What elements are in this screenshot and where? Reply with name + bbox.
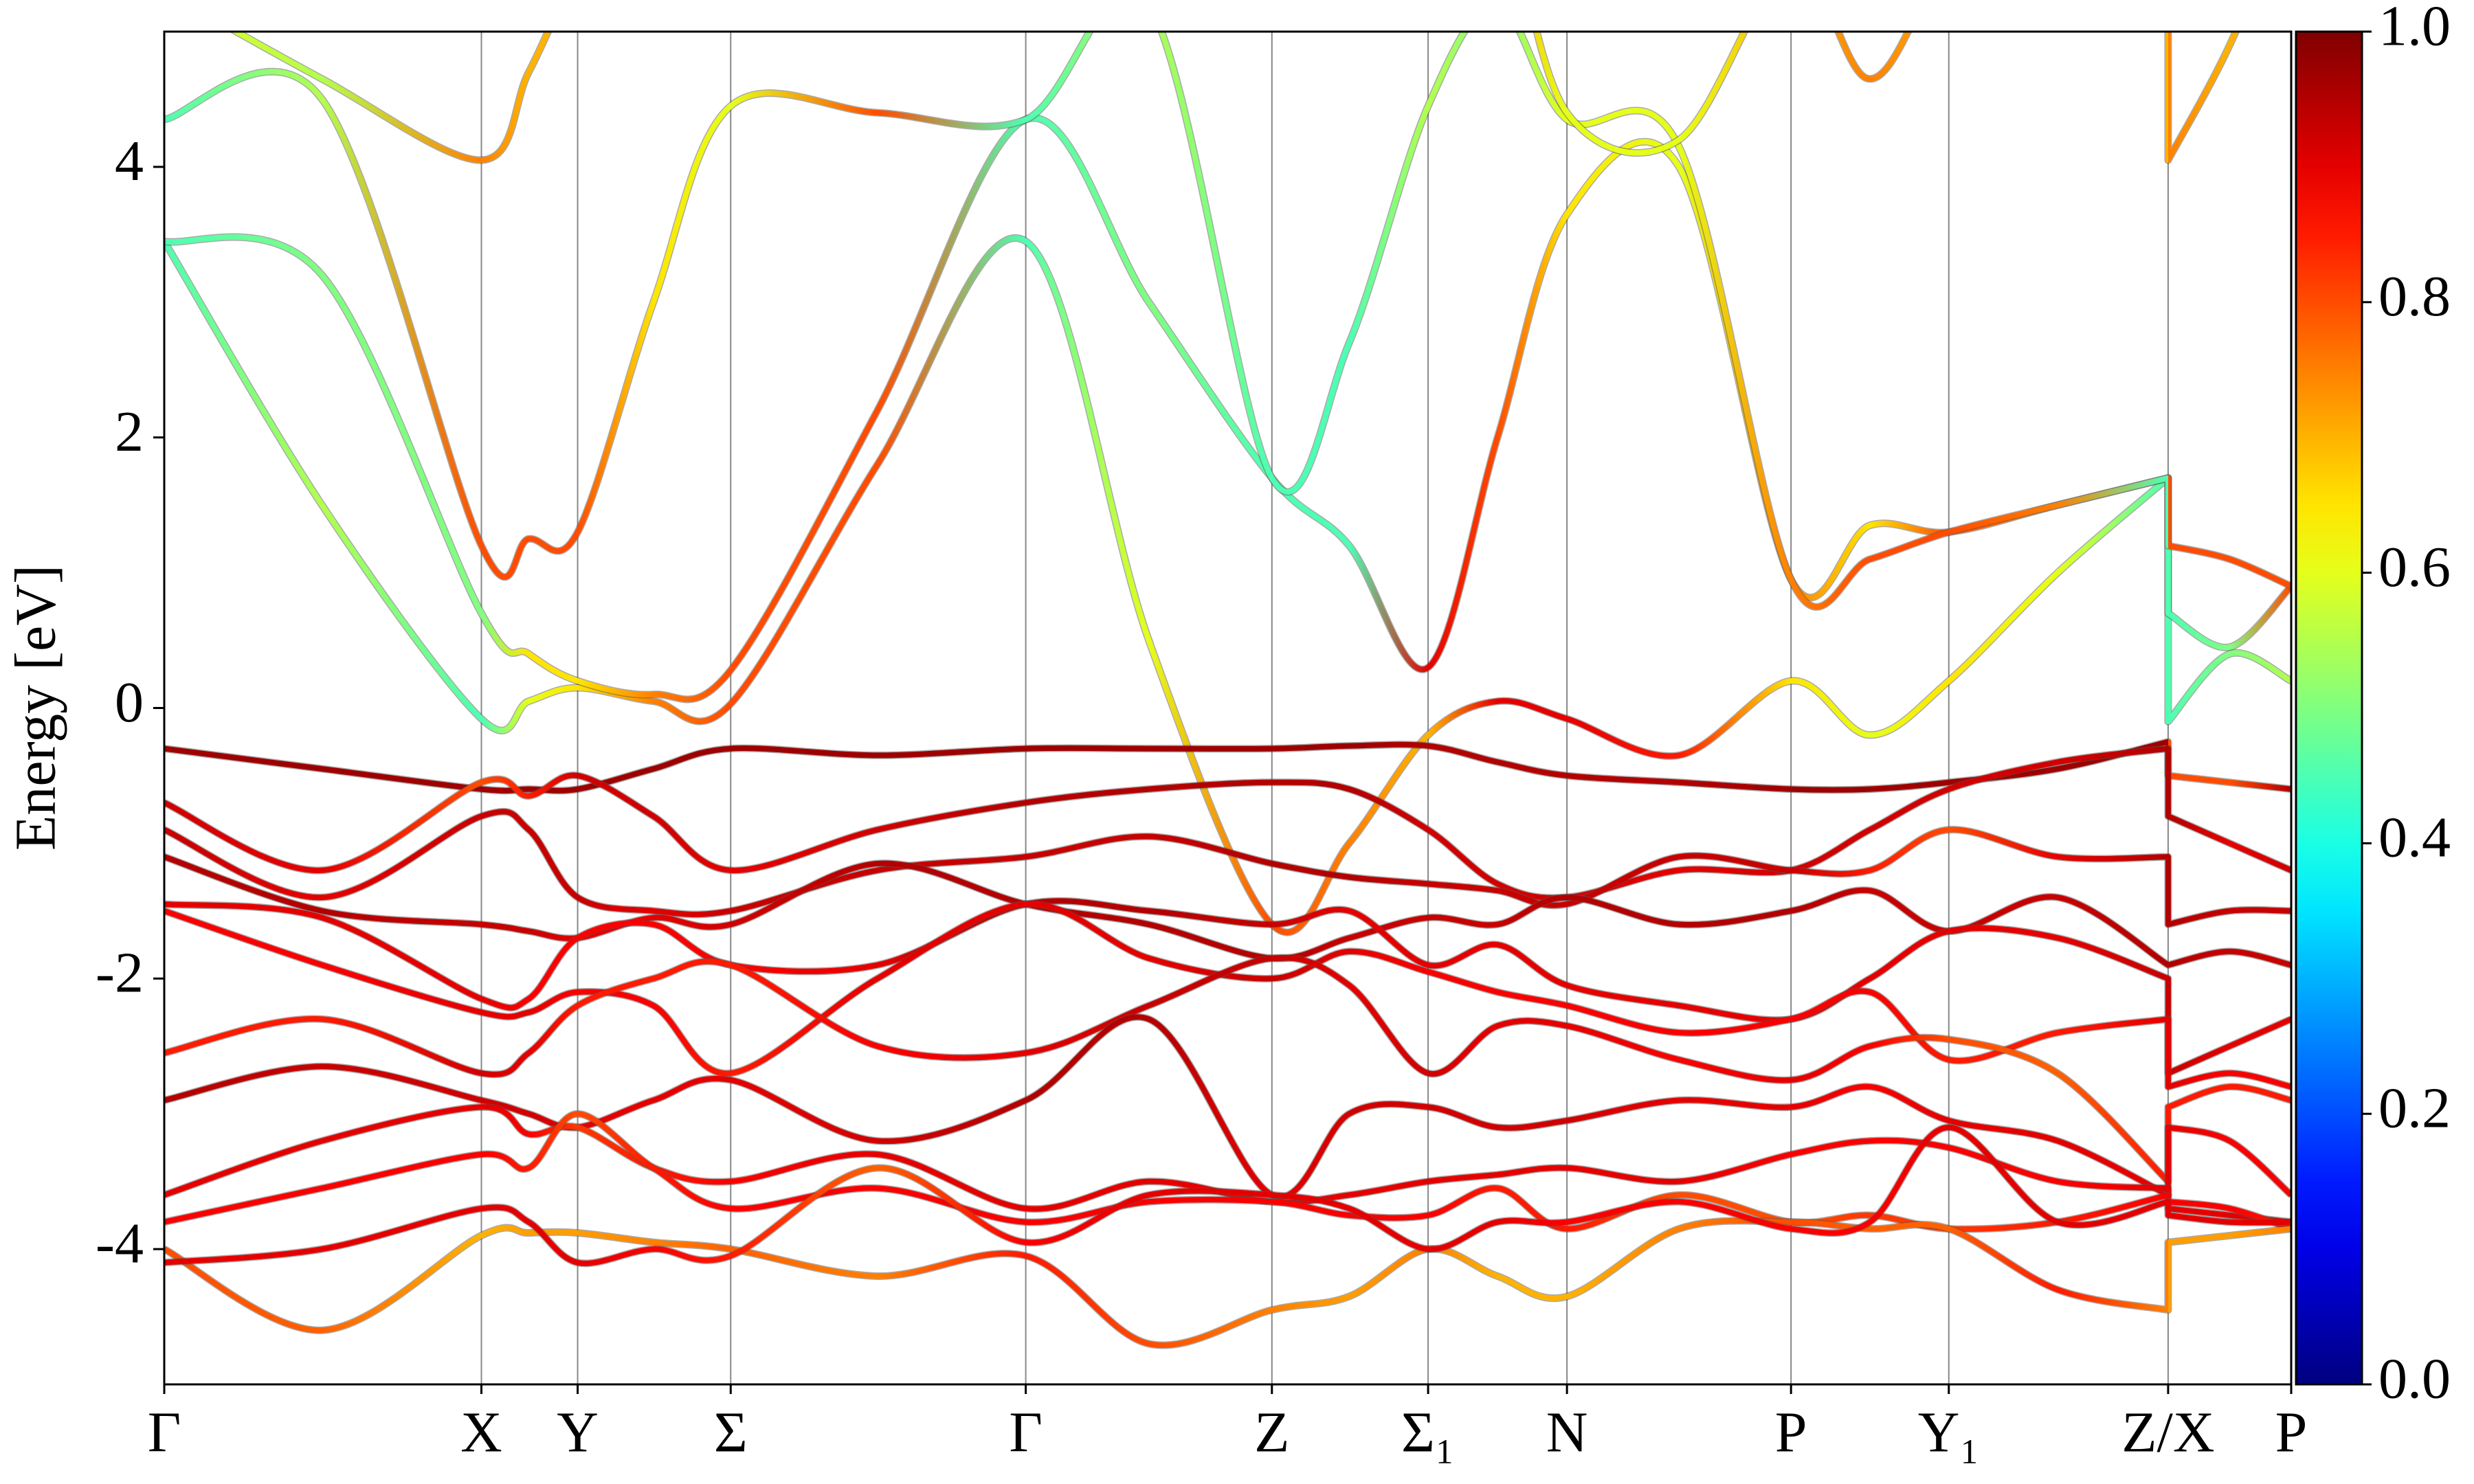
plot-frame — [163, 30, 2293, 1386]
colorbar-tick-label: 0.2 — [2378, 1076, 2451, 1140]
x-tick-label: Γ — [148, 1400, 181, 1464]
band — [164, 745, 2291, 901]
band — [164, 854, 2291, 968]
x-tick-label: P — [1775, 1400, 1807, 1464]
band — [164, 32, 2291, 610]
x-tick-label: Y — [557, 1400, 599, 1464]
band — [230, 32, 2239, 164]
band — [164, 1217, 2291, 1349]
colorbar-tick-label: 0.4 — [2378, 806, 2451, 870]
y-tick-label: -4 — [96, 1211, 144, 1275]
band-outline — [164, 807, 2291, 929]
bands — [164, 32, 2291, 1349]
band — [164, 1124, 2291, 1266]
x-tick-label: Γ — [1009, 1400, 1043, 1464]
x-tick-label: Z/X — [2121, 1400, 2214, 1464]
band-outline — [164, 954, 2291, 1186]
y-tick-label: -2 — [96, 941, 144, 1005]
colorbar-tick-label: 0.8 — [2378, 265, 2451, 328]
band — [164, 235, 2291, 935]
colorbar-tick-label: 0.0 — [2378, 1347, 2451, 1410]
band-outline — [228, 32, 2240, 164]
band — [164, 901, 2291, 1090]
band — [164, 115, 2291, 702]
colorbar-tick-label: 1.0 — [2378, 0, 2451, 58]
band — [164, 809, 2291, 928]
x-tick-label: P — [2275, 1400, 2308, 1464]
y-tick-label: 4 — [115, 129, 144, 193]
y-tick-label: 2 — [115, 400, 144, 464]
colorbar-tick-label: 0.6 — [2378, 535, 2451, 599]
x-tick-label: Y₁ — [1918, 1400, 1980, 1464]
band-outline — [164, 745, 2291, 902]
x-tick-label: N — [1546, 1400, 1588, 1464]
x-tick-label: Σ — [714, 1400, 748, 1464]
x-tick-label: X — [460, 1400, 502, 1464]
band — [164, 898, 2291, 1077]
band — [164, 954, 2291, 1184]
x-tick-label: Σ₁ — [1401, 1400, 1455, 1464]
y-tick-label: 0 — [115, 671, 144, 734]
colorbar — [2295, 30, 2363, 1386]
y-axis-label: Energy [eV] — [3, 565, 67, 851]
x-tick-label: Z — [1254, 1400, 1289, 1464]
